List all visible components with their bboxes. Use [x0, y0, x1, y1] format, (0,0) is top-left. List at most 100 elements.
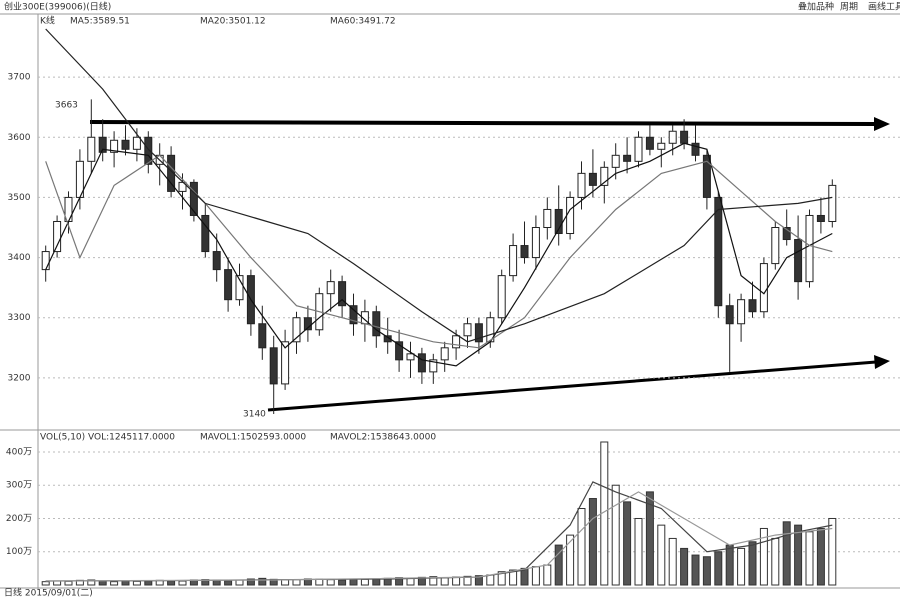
- volume-bar: [144, 580, 153, 586]
- volume-bar: [657, 524, 666, 586]
- candle-body: [53, 220, 62, 253]
- volume-bar: [292, 579, 301, 586]
- volume-bar: [98, 580, 107, 586]
- high-annotation: 3663: [55, 101, 78, 111]
- candle-body: [737, 299, 746, 325]
- candle-body: [600, 166, 609, 186]
- legend-entry: MA5:3589.51: [70, 17, 130, 27]
- candle-body: [395, 341, 404, 361]
- candle-body: [634, 136, 643, 162]
- volume-bar: [702, 556, 711, 586]
- candle-body: [87, 136, 96, 162]
- volume-bar: [611, 484, 620, 586]
- candle-body: [212, 251, 221, 271]
- volume-bar: [110, 581, 119, 586]
- candle-body: [383, 335, 392, 343]
- volume-bar: [53, 580, 62, 586]
- volume-bar: [509, 569, 518, 586]
- volume-bar: [805, 531, 814, 586]
- volume-bar: [634, 517, 643, 586]
- arrow-head: [874, 117, 890, 131]
- legend-entry: MAVOL2:1538643.0000: [330, 433, 436, 443]
- candle-body: [281, 341, 290, 385]
- candle-body: [167, 154, 176, 192]
- candle-body: [623, 154, 632, 162]
- volume-bar: [224, 580, 233, 586]
- candle-body: [509, 245, 518, 277]
- volume-header: VOL(5,10) VOL:1245117.0000: [40, 433, 175, 443]
- candle-body: [429, 359, 438, 373]
- volume-bar: [691, 554, 700, 586]
- candle-body: [292, 317, 301, 343]
- legend-entry: MAVOL1:1502593.0000: [200, 433, 306, 443]
- candle-body: [805, 214, 814, 283]
- candle-body: [782, 227, 791, 241]
- candle-body: [645, 136, 654, 150]
- candle-body: [680, 130, 689, 144]
- candle-body: [224, 269, 233, 301]
- candle-body: [189, 181, 198, 216]
- candle-body: [338, 281, 347, 307]
- trend-line: [89, 120, 876, 126]
- volume-bar: [759, 527, 768, 586]
- candle-body: [520, 245, 529, 259]
- volume-bar: [748, 541, 757, 586]
- ma-line: [45, 154, 833, 349]
- volume-bar: [281, 579, 290, 586]
- volume-bar: [771, 537, 780, 586]
- y-tick-label: 400万: [6, 447, 32, 457]
- y-tick-label: 3600: [8, 133, 31, 143]
- volume-bar: [782, 521, 791, 586]
- volume-bar: [543, 564, 552, 586]
- volume-bar: [816, 527, 825, 586]
- volume-bar: [554, 544, 563, 586]
- candle-body: [110, 139, 119, 153]
- candle-body: [406, 353, 415, 361]
- volume-bar: [246, 578, 255, 586]
- volume-bar: [623, 501, 632, 586]
- volume-bar: [474, 575, 483, 586]
- volume-bar: [645, 491, 654, 586]
- volume-bar: [668, 537, 677, 586]
- candle-body: [691, 142, 700, 156]
- volume-bar: [360, 578, 369, 586]
- volume-bar: [794, 524, 803, 586]
- toolbar-button[interactable]: 周期: [840, 2, 858, 13]
- y-tick-label: 300万: [6, 481, 32, 491]
- footer-text: 日线 2015/09/01(二): [4, 587, 93, 597]
- volume-bar: [486, 574, 495, 586]
- volume-bar: [680, 547, 689, 586]
- y-tick-label: 3700: [8, 73, 31, 83]
- candle-body: [668, 130, 677, 144]
- volume-bar: [178, 580, 187, 586]
- candle-body: [497, 275, 506, 319]
- toolbar-button[interactable]: 画线工具: [868, 1, 900, 13]
- y-tick-label: 3500: [8, 193, 31, 203]
- legend-entry: MA60:3491.72: [330, 17, 396, 27]
- y-tick-label: 100万: [6, 547, 32, 557]
- candle-body: [566, 196, 575, 235]
- candle-body: [41, 251, 50, 271]
- legend-entry: MA20:3501.12: [200, 17, 266, 27]
- volume-bar: [87, 579, 96, 586]
- candle-body: [577, 172, 586, 198]
- candle-body: [372, 311, 381, 337]
- volume-bar: [520, 567, 529, 586]
- volume-bar: [338, 579, 347, 586]
- candle-body: [714, 196, 723, 307]
- candle-body: [816, 214, 825, 222]
- candle-body: [463, 323, 472, 337]
- candle-body: [440, 347, 449, 361]
- price-header: K线: [40, 15, 55, 27]
- volume-bar: [566, 534, 575, 586]
- candle-body: [269, 347, 278, 385]
- volume-bar: [315, 578, 324, 586]
- toolbar-button[interactable]: 叠加品种: [798, 1, 834, 13]
- volume-bar: [349, 578, 358, 586]
- ma-line: [45, 28, 833, 343]
- y-tick-label: 200万: [6, 514, 32, 524]
- candle-body: [417, 353, 426, 373]
- candle-body: [759, 263, 768, 313]
